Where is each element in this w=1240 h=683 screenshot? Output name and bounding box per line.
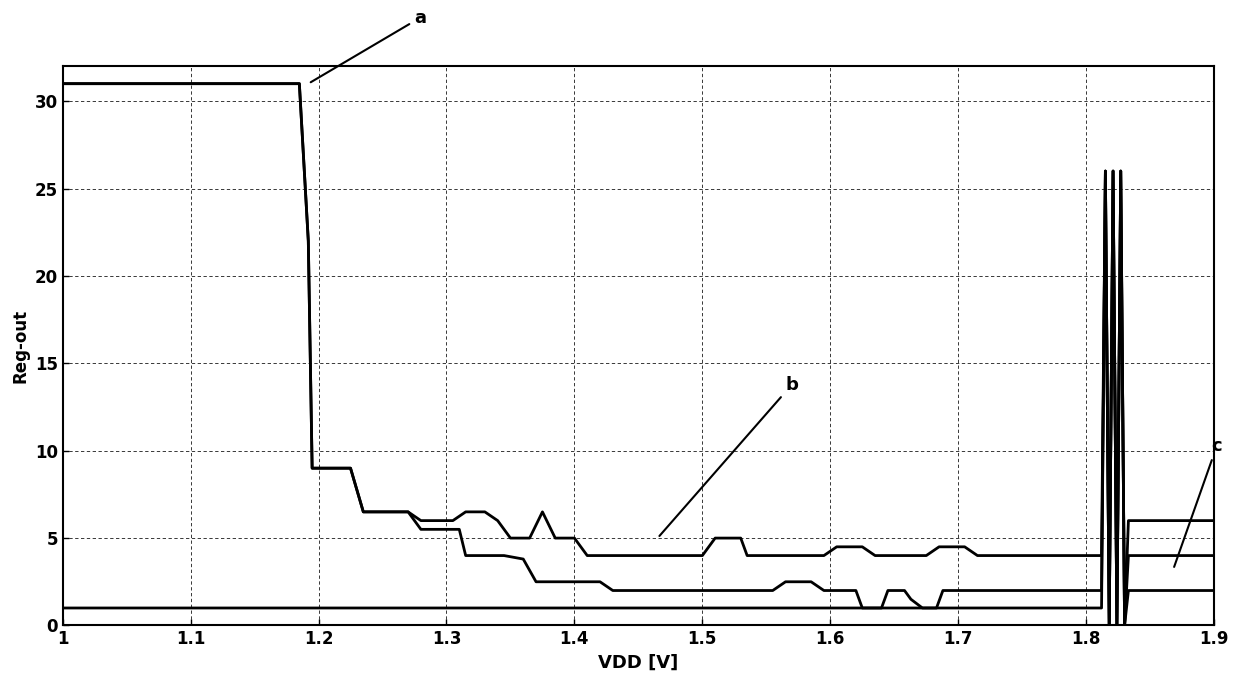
- Y-axis label: Reg-out: Reg-out: [11, 309, 29, 383]
- Text: b: b: [660, 376, 799, 536]
- X-axis label: VDD [V]: VDD [V]: [598, 654, 678, 672]
- Text: a: a: [311, 8, 427, 82]
- Text: c: c: [1174, 436, 1223, 567]
